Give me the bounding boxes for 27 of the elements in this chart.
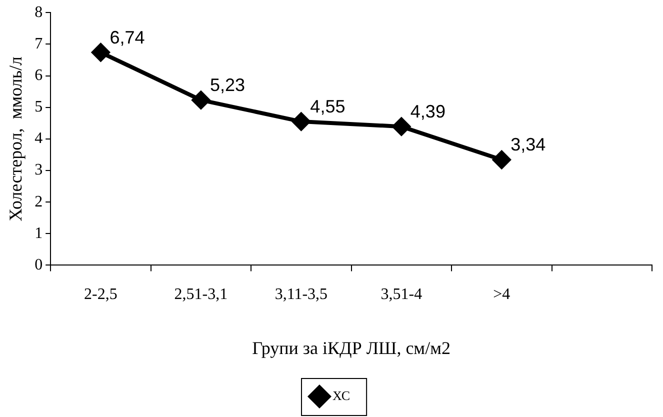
y-tick-label: 2	[34, 193, 43, 210]
data-label: 4,39	[410, 102, 446, 122]
y-tick-label: 4	[34, 130, 43, 148]
x-tick-label: 2,51-3,1	[174, 286, 228, 304]
data-label: 3,34	[510, 134, 546, 155]
legend-label: ХС	[332, 388, 350, 403]
point	[392, 118, 410, 136]
data-label: 6,74	[110, 27, 145, 48]
y-tick-label: 8	[34, 4, 43, 21]
y-tick-label: 1	[34, 224, 43, 242]
point	[492, 150, 511, 169]
point	[292, 112, 310, 131]
data-label: 5,23	[210, 75, 245, 96]
x-tick-label: >4	[493, 286, 510, 304]
y-tick-label: 0	[34, 256, 43, 274]
point	[92, 43, 110, 62]
y-tick-label: 7	[34, 35, 43, 52]
x-tick-label: 2-2,5	[84, 286, 118, 304]
x-axis-title: Групи за іКДР ЛШ, см/м2	[252, 338, 450, 358]
data-label: 4,55	[310, 96, 346, 117]
x-tick-label: 3,51-4	[380, 286, 422, 304]
point	[192, 91, 210, 110]
y-tick-label: 3	[34, 162, 43, 179]
y-tick-label: 5	[34, 98, 43, 116]
y-axis-title: Холестерол, ммоль/л	[6, 56, 26, 222]
y-tick-label: 6	[34, 66, 43, 84]
x-tick-label: 3,11-3,5	[274, 286, 328, 304]
